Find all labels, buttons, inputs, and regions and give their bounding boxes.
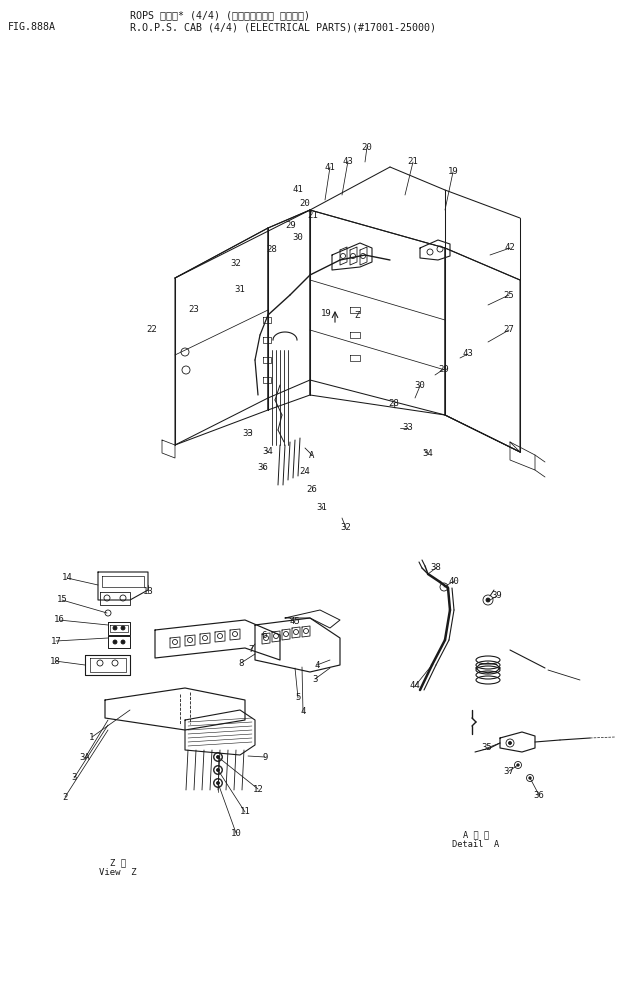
- Text: 11: 11: [240, 807, 250, 816]
- Text: 14: 14: [62, 573, 73, 582]
- Text: 3: 3: [312, 675, 318, 683]
- Text: 20: 20: [299, 199, 310, 208]
- Text: 3A: 3A: [80, 754, 90, 763]
- Text: 42: 42: [505, 243, 515, 253]
- Circle shape: [517, 764, 519, 766]
- Text: 20: 20: [362, 143, 373, 152]
- Text: 13: 13: [143, 587, 154, 596]
- Text: 28: 28: [267, 244, 277, 254]
- Text: 43: 43: [343, 157, 354, 166]
- Text: 40: 40: [448, 576, 459, 585]
- Text: 19: 19: [448, 168, 459, 177]
- Text: 33: 33: [243, 429, 254, 437]
- Circle shape: [121, 626, 125, 630]
- Text: 19: 19: [320, 310, 331, 318]
- Text: 28: 28: [389, 399, 399, 408]
- Text: 4: 4: [300, 707, 306, 716]
- Text: 5: 5: [296, 693, 301, 702]
- Text: Z: Z: [354, 311, 360, 320]
- Text: 38: 38: [431, 563, 441, 572]
- Text: 4: 4: [314, 661, 320, 670]
- Text: 39: 39: [492, 591, 503, 600]
- Text: 44: 44: [410, 682, 420, 690]
- Text: 9: 9: [262, 753, 268, 762]
- Text: 32: 32: [231, 260, 241, 269]
- Circle shape: [486, 598, 490, 602]
- Text: 10: 10: [231, 828, 241, 837]
- Text: 36: 36: [534, 791, 545, 800]
- Text: 32: 32: [341, 524, 352, 533]
- Circle shape: [508, 741, 512, 745]
- Text: 17: 17: [50, 637, 61, 646]
- Circle shape: [113, 640, 117, 644]
- Text: 23: 23: [189, 306, 199, 314]
- Text: 37: 37: [504, 767, 514, 776]
- Text: 6: 6: [261, 631, 267, 640]
- Text: ROPS キャブ* (4/4) (エレクトリカル ハーネス): ROPS キャブ* (4/4) (エレクトリカル ハーネス): [130, 10, 310, 20]
- Text: 30: 30: [292, 232, 303, 241]
- Text: 25: 25: [504, 291, 514, 300]
- Text: Z 箇
View  Z: Z 箇 View Z: [99, 858, 137, 877]
- Text: 41: 41: [292, 186, 303, 194]
- Text: 22: 22: [147, 325, 157, 334]
- Text: 16: 16: [54, 615, 64, 625]
- Text: 30: 30: [415, 382, 426, 391]
- Text: 26: 26: [306, 485, 317, 494]
- Text: 35: 35: [482, 743, 492, 753]
- Text: 31: 31: [234, 285, 245, 294]
- Text: 41: 41: [325, 163, 335, 172]
- Text: 2: 2: [62, 793, 68, 802]
- Text: 1: 1: [89, 732, 95, 741]
- Text: 7: 7: [248, 645, 254, 654]
- Circle shape: [217, 756, 220, 759]
- Text: 27: 27: [504, 325, 514, 334]
- Text: 43: 43: [462, 349, 473, 358]
- Text: FIG.888A: FIG.888A: [8, 22, 56, 32]
- Text: 29: 29: [285, 221, 296, 230]
- Circle shape: [217, 769, 220, 772]
- Text: 34: 34: [422, 448, 433, 457]
- Text: 21: 21: [408, 158, 419, 167]
- Text: A 詳 図
Detail  A: A 詳 図 Detail A: [452, 830, 499, 849]
- Text: 8: 8: [238, 659, 244, 668]
- Text: 34: 34: [262, 447, 273, 456]
- Text: 12: 12: [253, 785, 263, 794]
- Circle shape: [217, 782, 220, 785]
- Circle shape: [529, 777, 531, 779]
- Text: 15: 15: [57, 595, 68, 604]
- Text: 31: 31: [317, 504, 327, 513]
- Text: 29: 29: [439, 364, 449, 374]
- Text: A: A: [310, 450, 315, 459]
- Text: 45: 45: [290, 617, 301, 627]
- Text: 33: 33: [403, 424, 413, 433]
- Text: 36: 36: [257, 463, 268, 472]
- Text: 21: 21: [308, 211, 318, 220]
- Text: 18: 18: [50, 657, 61, 666]
- Text: 24: 24: [299, 467, 310, 476]
- Text: 3: 3: [71, 774, 76, 783]
- Circle shape: [113, 626, 117, 630]
- Circle shape: [121, 640, 125, 644]
- Text: R.O.P.S. CAB (4/4) (ELECTRICAL PARTS)(#17001-25000): R.O.P.S. CAB (4/4) (ELECTRICAL PARTS)(#1…: [130, 22, 436, 32]
